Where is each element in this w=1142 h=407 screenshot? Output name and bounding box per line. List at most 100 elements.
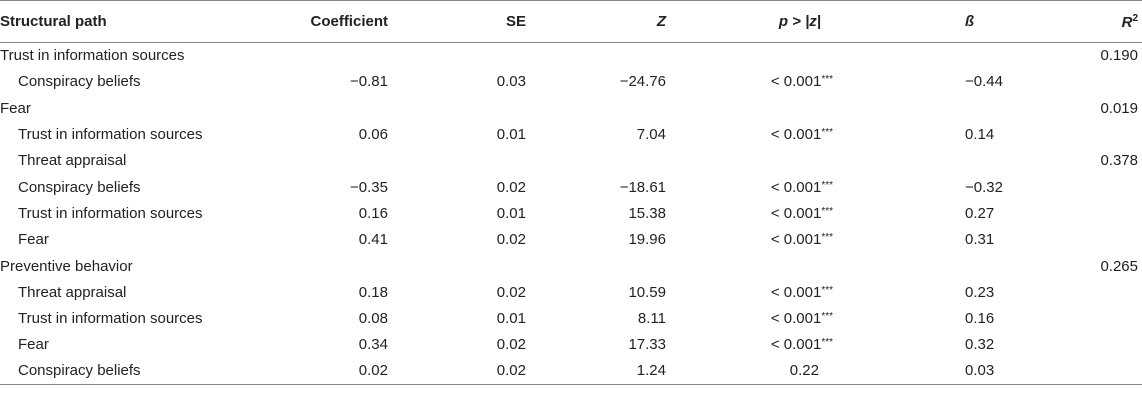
r-squared-cell: [999, 332, 1142, 358]
table-row: Conspiracy beliefs −0.35 0.02 −18.61 < 0.001…: [0, 174, 1142, 200]
table-row: Fear 0.34 0.02 17.33 < 0.001*** 0.32: [0, 332, 1142, 358]
coefficient-cell: 0.34: [358, 336, 388, 354]
beta-cell: −0.32: [965, 178, 1003, 196]
coefficient-cell: 0.41: [358, 231, 388, 249]
se-cell: [392, 95, 530, 121]
header-se: SE: [392, 0, 530, 43]
coefficient-cell: 0.02: [268, 358, 392, 385]
z-cell: 1.24: [530, 358, 672, 385]
significance-stars: ***: [821, 337, 833, 349]
beta-cell: [857, 253, 999, 279]
beta-cell: 0.27: [965, 204, 995, 222]
r-squared-cell: 0.378: [1100, 152, 1138, 170]
z-cell: [530, 95, 672, 121]
row-label: Conspiracy beliefs: [18, 178, 141, 196]
z-cell: 10.59: [628, 283, 666, 301]
table-row: Trust in information sources 0.16 0.01 15.3…: [0, 200, 1142, 226]
structural-path-table: Structural path Coefficient SE Z p > |z|…: [0, 0, 1142, 385]
se-cell: 0.01: [496, 126, 526, 144]
table-row: Trust in information sources 0.08 0.01 8.11…: [0, 305, 1142, 331]
significance-stars: ***: [821, 127, 833, 139]
r-squared-cell: 0.265: [1100, 257, 1138, 275]
r-squared-cell: 0.019: [1100, 99, 1138, 117]
se-cell: [392, 253, 530, 279]
row-label: Trust in information sources: [18, 310, 203, 328]
p-value-cell: < 0.001***: [770, 310, 833, 328]
p-value-cell: [672, 95, 857, 121]
z-cell: [530, 43, 672, 69]
table-row: Trust in information sources 0.190: [0, 43, 1142, 69]
se-cell: 0.02: [496, 283, 526, 301]
p-value-cell: < 0.001***: [770, 336, 833, 354]
se-cell: [392, 43, 530, 69]
z-cell: −24.76: [619, 73, 666, 91]
row-label: Fear: [18, 336, 49, 354]
table-row: Conspiracy beliefs −0.81 0.03 −24.76 < 0.001…: [0, 69, 1142, 95]
p-value-cell: < 0.001***: [770, 73, 833, 91]
z-cell: 7.04: [636, 126, 666, 144]
r-squared-cell: [999, 279, 1142, 305]
coefficient-cell: 0.06: [358, 126, 388, 144]
coefficient-cell: −0.35: [350, 178, 388, 196]
beta-cell: [857, 95, 999, 121]
z-cell: 8.11: [637, 310, 666, 328]
row-label: Preventive behavior: [0, 257, 133, 275]
beta-cell: 0.16: [965, 310, 995, 328]
p-value-cell: [672, 43, 857, 69]
coefficient-cell: 0.18: [358, 283, 388, 301]
table-row: Fear 0.019: [0, 95, 1142, 121]
r-squared-cell: [999, 174, 1142, 200]
z-cell: [530, 253, 672, 279]
table-header-row: Structural path Coefficient SE Z p > |z|…: [0, 0, 1142, 43]
header-structural-path: Structural path: [0, 0, 268, 43]
header-beta: ß: [857, 0, 999, 43]
p-value-cell: < 0.001***: [770, 231, 833, 249]
row-label: Trust in information sources: [18, 204, 203, 222]
p-value-cell: 0.22: [672, 358, 857, 385]
row-label: Conspiracy beliefs: [0, 358, 268, 385]
p-value-cell: < 0.001***: [770, 178, 833, 196]
significance-stars: ***: [821, 232, 833, 244]
se-cell: 0.02: [496, 231, 526, 249]
table-row: Fear 0.41 0.02 19.96 < 0.001*** 0.31: [0, 227, 1142, 253]
z-cell: 19.96: [628, 231, 666, 249]
coefficient-cell: [268, 148, 392, 174]
significance-stars: ***: [821, 284, 833, 296]
table-row: Threat appraisal 0.18 0.02 10.59 < 0.001*** 0…: [0, 279, 1142, 305]
se-cell: 0.02: [496, 336, 526, 354]
beta-cell: 0.23: [965, 283, 995, 301]
coefficient-cell: [268, 95, 392, 121]
header-r-squared: R2: [999, 0, 1142, 43]
r-squared-cell: [999, 227, 1142, 253]
r-squared-cell: [999, 69, 1142, 95]
se-cell: 0.02: [496, 178, 526, 196]
header-p-value: p > |z|: [672, 0, 857, 43]
r-squared-cell: [999, 305, 1142, 331]
table-row: Conspiracy beliefs 0.02 0.02 1.24 0.22 0.03: [0, 358, 1142, 385]
p-value-cell: < 0.001***: [770, 126, 833, 144]
beta-cell: 0.14: [965, 126, 995, 144]
coefficient-cell: [268, 253, 392, 279]
beta-cell: [857, 148, 999, 174]
p-value-cell: < 0.001***: [770, 204, 833, 222]
table-row: Threat appraisal 0.378: [0, 148, 1142, 174]
coefficient-cell: 0.08: [358, 310, 388, 328]
beta-cell: 0.31: [965, 231, 995, 249]
header-z: Z: [530, 0, 672, 43]
row-label: Conspiracy beliefs: [18, 73, 141, 91]
p-value-cell: < 0.001***: [770, 283, 833, 301]
beta-cell: 0.03: [857, 358, 999, 385]
significance-stars: ***: [821, 179, 833, 191]
coefficient-cell: [268, 43, 392, 69]
row-label: Threat appraisal: [18, 283, 127, 301]
r-squared-cell: 0.190: [1100, 47, 1138, 65]
row-label: Trust in information sources: [0, 47, 185, 65]
coefficient-cell: 0.16: [358, 204, 388, 222]
beta-cell: 0.32: [965, 336, 995, 354]
z-cell: [530, 148, 672, 174]
significance-stars: ***: [821, 74, 833, 86]
se-cell: 0.01: [496, 310, 526, 328]
row-label: Trust in information sources: [18, 126, 203, 144]
se-cell: 0.03: [496, 73, 526, 91]
p-value-cell: [672, 148, 857, 174]
